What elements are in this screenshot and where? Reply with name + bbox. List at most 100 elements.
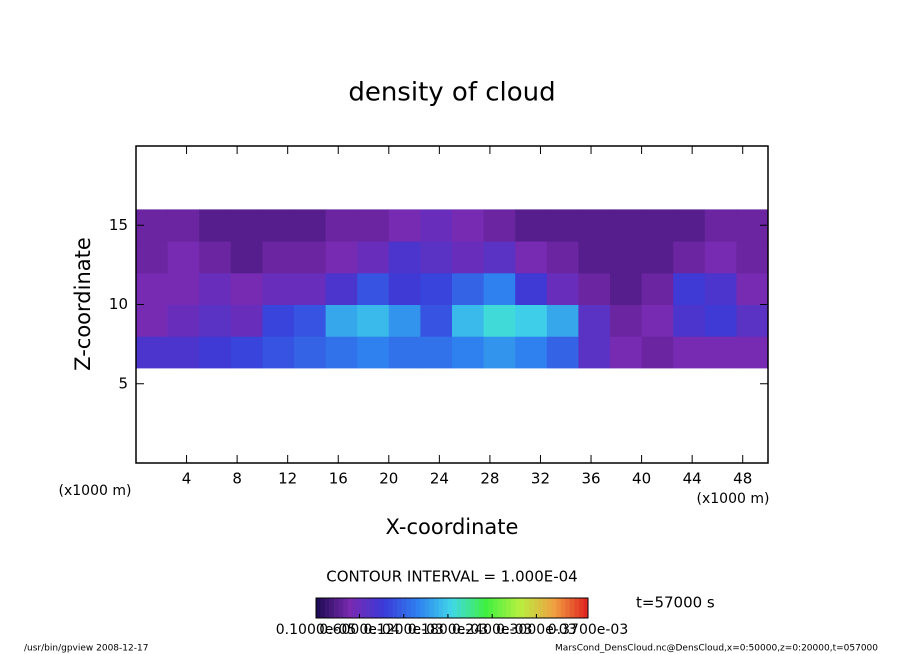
colorbar-swatch <box>501 598 507 618</box>
colorbar-swatch <box>447 598 453 618</box>
cell <box>136 304 169 337</box>
cell <box>325 209 358 242</box>
cell <box>262 241 295 274</box>
cell <box>641 272 674 305</box>
cell <box>578 304 611 337</box>
cell <box>704 336 737 369</box>
cell <box>199 336 232 369</box>
colorbar-swatch <box>483 598 489 618</box>
colorbar-swatch <box>415 598 421 618</box>
colorbar-swatch <box>325 598 330 618</box>
colorbar-swatch <box>547 598 553 618</box>
colorbar-swatch <box>402 598 407 618</box>
colorbar-swatch <box>565 598 571 618</box>
cell <box>641 241 674 274</box>
x-tick-label: 44 <box>683 470 702 488</box>
colorbar-swatch <box>574 598 580 618</box>
cell <box>546 304 579 337</box>
cell <box>452 272 485 305</box>
colorbar-swatch <box>569 598 575 618</box>
colorbar-swatch <box>374 598 380 618</box>
colorbar-swatch <box>583 598 589 618</box>
cell <box>388 241 421 274</box>
colorbar-swatch <box>556 598 562 618</box>
colorbar-swatch <box>533 598 539 618</box>
cell <box>641 336 674 369</box>
x-tick-label: 8 <box>232 470 242 488</box>
y-axis-label: Z-coordinate <box>71 237 95 371</box>
cell <box>483 304 516 337</box>
colorbar-swatch <box>510 598 516 618</box>
cell <box>167 304 200 337</box>
cell <box>325 241 358 274</box>
chart-title: density of cloud <box>348 78 555 108</box>
x-tick-label: 12 <box>278 470 297 488</box>
cell <box>452 241 485 274</box>
footer: /usr/bin/gpview 2008-12-17 <box>24 644 148 654</box>
cell <box>199 272 232 305</box>
cell <box>641 304 674 337</box>
cell <box>357 304 390 337</box>
colorbar-swatch <box>560 598 566 618</box>
colorbar-swatch <box>393 598 398 618</box>
cell <box>420 241 453 274</box>
colorbar-swatch <box>429 598 435 618</box>
cell <box>388 209 421 242</box>
x-unit: (x1000 m) <box>59 483 132 499</box>
colorbar-swatch <box>578 598 584 618</box>
x-tick-label: 48 <box>733 470 752 488</box>
cell <box>262 304 295 337</box>
cell <box>578 209 611 242</box>
cell <box>420 209 453 242</box>
time-label: t=57000 s <box>636 594 715 612</box>
colorbar-label: 0.1800e-03 <box>408 622 488 638</box>
cell <box>199 241 232 274</box>
y-tick-label: 10 <box>109 295 128 313</box>
cell <box>167 336 200 369</box>
cell <box>704 209 737 242</box>
cell <box>420 304 453 337</box>
colorbar-swatch <box>361 598 367 618</box>
cell <box>136 241 169 274</box>
colorbar-swatch <box>479 598 485 618</box>
cell <box>452 336 485 369</box>
cell <box>515 209 548 242</box>
cell <box>673 209 706 242</box>
cell <box>388 272 421 305</box>
colorbar-swatch <box>529 598 534 618</box>
colorbar-swatch <box>470 598 475 618</box>
colorbar-swatch <box>506 598 512 618</box>
cell <box>262 272 295 305</box>
cell <box>546 241 579 274</box>
cell <box>546 209 579 242</box>
colorbar-swatch <box>384 598 389 618</box>
colorbar-swatch <box>520 598 525 618</box>
colorbar-swatch <box>456 598 462 618</box>
x-tick-label: 16 <box>329 470 348 488</box>
cell <box>325 272 358 305</box>
cell <box>483 209 516 242</box>
colorbar-swatch <box>379 598 385 618</box>
colorbar-swatch <box>397 598 403 618</box>
cell <box>704 304 737 337</box>
cell <box>325 304 358 337</box>
x-tick-label: 24 <box>430 470 449 488</box>
colorbar-swatch <box>352 598 358 618</box>
cell <box>136 272 169 305</box>
cell <box>230 209 263 242</box>
colorbar-swatch <box>542 598 548 618</box>
cell <box>420 336 453 369</box>
colorbar-swatch <box>329 598 335 618</box>
colorbar-swatch <box>338 598 344 618</box>
cell <box>452 304 485 337</box>
cell <box>673 336 706 369</box>
colorbar-label: 0.1200e-03 <box>363 622 443 638</box>
colorbar-swatch <box>442 598 448 618</box>
cell <box>357 241 390 274</box>
x-tick-label: 4 <box>182 470 192 488</box>
x-tick-label: 32 <box>531 470 550 488</box>
cell <box>578 336 611 369</box>
colorbar-swatch <box>497 598 503 618</box>
cell <box>420 272 453 305</box>
